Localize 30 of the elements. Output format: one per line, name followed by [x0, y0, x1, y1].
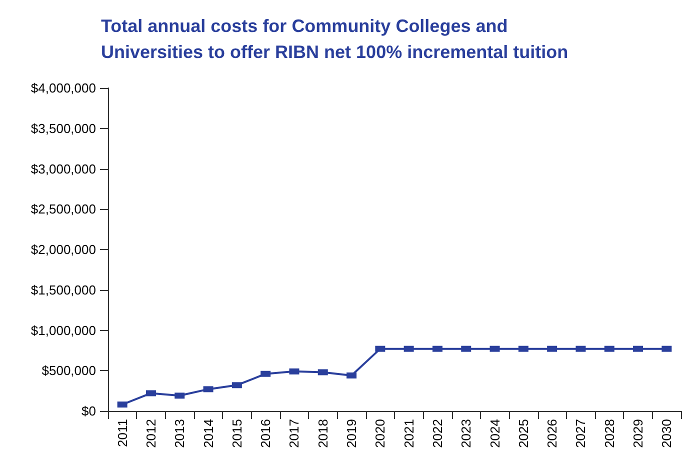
x-tick-label: 2030 — [659, 419, 674, 448]
x-tick-label: 2028 — [602, 419, 617, 448]
y-tick-label: $3,000,000 — [30, 161, 96, 176]
x-tick-label: 2012 — [143, 419, 158, 448]
y-tick-label: $2,000,000 — [30, 242, 96, 257]
x-tick-label: 2017 — [286, 419, 302, 448]
chart-title: Total annual costs for Community Colleges and Universities to offer RIBN net 100% incremental tuition — [101, 16, 568, 62]
x-tick-label: 2027 — [573, 419, 588, 448]
x-tick-label: 2026 — [544, 419, 560, 448]
x-tick-label: 2029 — [630, 419, 646, 448]
y-tick-label: $1,500,000 — [30, 282, 96, 298]
y-tick-label: $4,000,000 — [30, 80, 96, 96]
y-tick-label: $1,000,000 — [30, 322, 96, 338]
y-tick-label: $3,500,000 — [30, 120, 96, 136]
x-tick-label: 2023 — [458, 419, 474, 448]
x-tick-label: 2011 — [114, 419, 130, 447]
y-tick-label: $0 — [82, 404, 96, 418]
x-tick-label: 2021 — [401, 419, 416, 448]
x-tick-label: 2014 — [200, 419, 216, 448]
x-tick-label: 2020 — [372, 419, 388, 448]
x-tick-label: 2024 — [487, 419, 502, 448]
x-tick-label: 2025 — [516, 419, 531, 448]
x-tick-label: 2018 — [315, 419, 330, 448]
x-tick-label: 2016 — [258, 419, 274, 448]
x-tick-label: 2013 — [172, 419, 188, 448]
x-tick-label: 2022 — [430, 419, 445, 448]
y-tick-label: $2,500,000 — [30, 202, 96, 217]
x-tick-label: 2015 — [229, 419, 244, 448]
x-tick-label: 2019 — [344, 419, 360, 448]
y-tick-label: $500,000 — [42, 363, 96, 378]
